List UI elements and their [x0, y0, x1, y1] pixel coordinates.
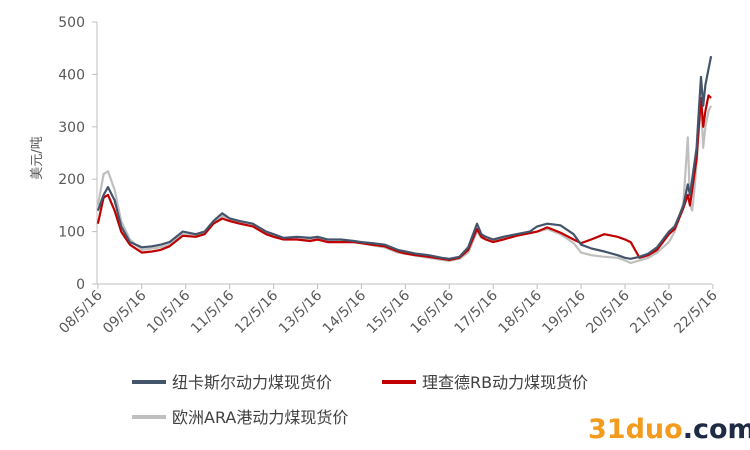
- y-axis-label: 美元/吨: [30, 136, 45, 179]
- y-tick-label: 300: [58, 120, 85, 136]
- x-tick-label: 13/5/16: [276, 287, 326, 337]
- x-tick-label: 14/5/16: [320, 287, 370, 337]
- x-tick-label: 18/5/16: [496, 287, 546, 337]
- x-tick-label: 11/5/16: [188, 287, 238, 337]
- x-tick-label: 22/5/16: [671, 287, 721, 337]
- legend-item-0: 纽卡斯尔动力煤现货价: [172, 373, 332, 392]
- y-tick-label: 100: [58, 225, 85, 241]
- x-tick-label: 17/5/16: [452, 287, 502, 337]
- watermark-name: duo: [626, 414, 683, 445]
- watermark: 31duo.com: [588, 414, 750, 445]
- x-axis: 08/5/1609/5/1610/5/1611/5/1612/5/1613/5/…: [56, 283, 721, 337]
- x-tick-label: 12/5/16: [232, 287, 282, 337]
- series-group: [96, 55, 713, 265]
- legend-item-2: 欧洲ARA港动力煤现货价: [172, 408, 348, 427]
- y-tick-label: 500: [58, 15, 85, 31]
- x-tick-label: 19/5/16: [539, 287, 589, 337]
- watermark-suffix: .com: [683, 414, 750, 445]
- series-line-2: [96, 99, 713, 265]
- y-axis: 0 100 200 300 400 500: [58, 15, 98, 293]
- x-tick-label: 15/5/16: [364, 287, 414, 337]
- x-tick-label: 21/5/16: [627, 287, 677, 337]
- x-tick-label: 09/5/16: [100, 287, 150, 337]
- watermark-prefix: 31: [588, 414, 626, 445]
- y-tick-label: 400: [58, 67, 85, 83]
- series-line-0: [96, 55, 713, 260]
- x-tick-label: 20/5/16: [583, 287, 633, 337]
- x-tick-label: 16/5/16: [408, 287, 458, 337]
- x-tick-label: 10/5/16: [144, 287, 194, 337]
- x-tick-label: 08/5/16: [56, 287, 106, 337]
- legend-item-1: 理查德RB动力煤现货价: [422, 373, 588, 392]
- y-tick-label: 200: [58, 172, 85, 188]
- y-tick-label: 0: [76, 277, 85, 293]
